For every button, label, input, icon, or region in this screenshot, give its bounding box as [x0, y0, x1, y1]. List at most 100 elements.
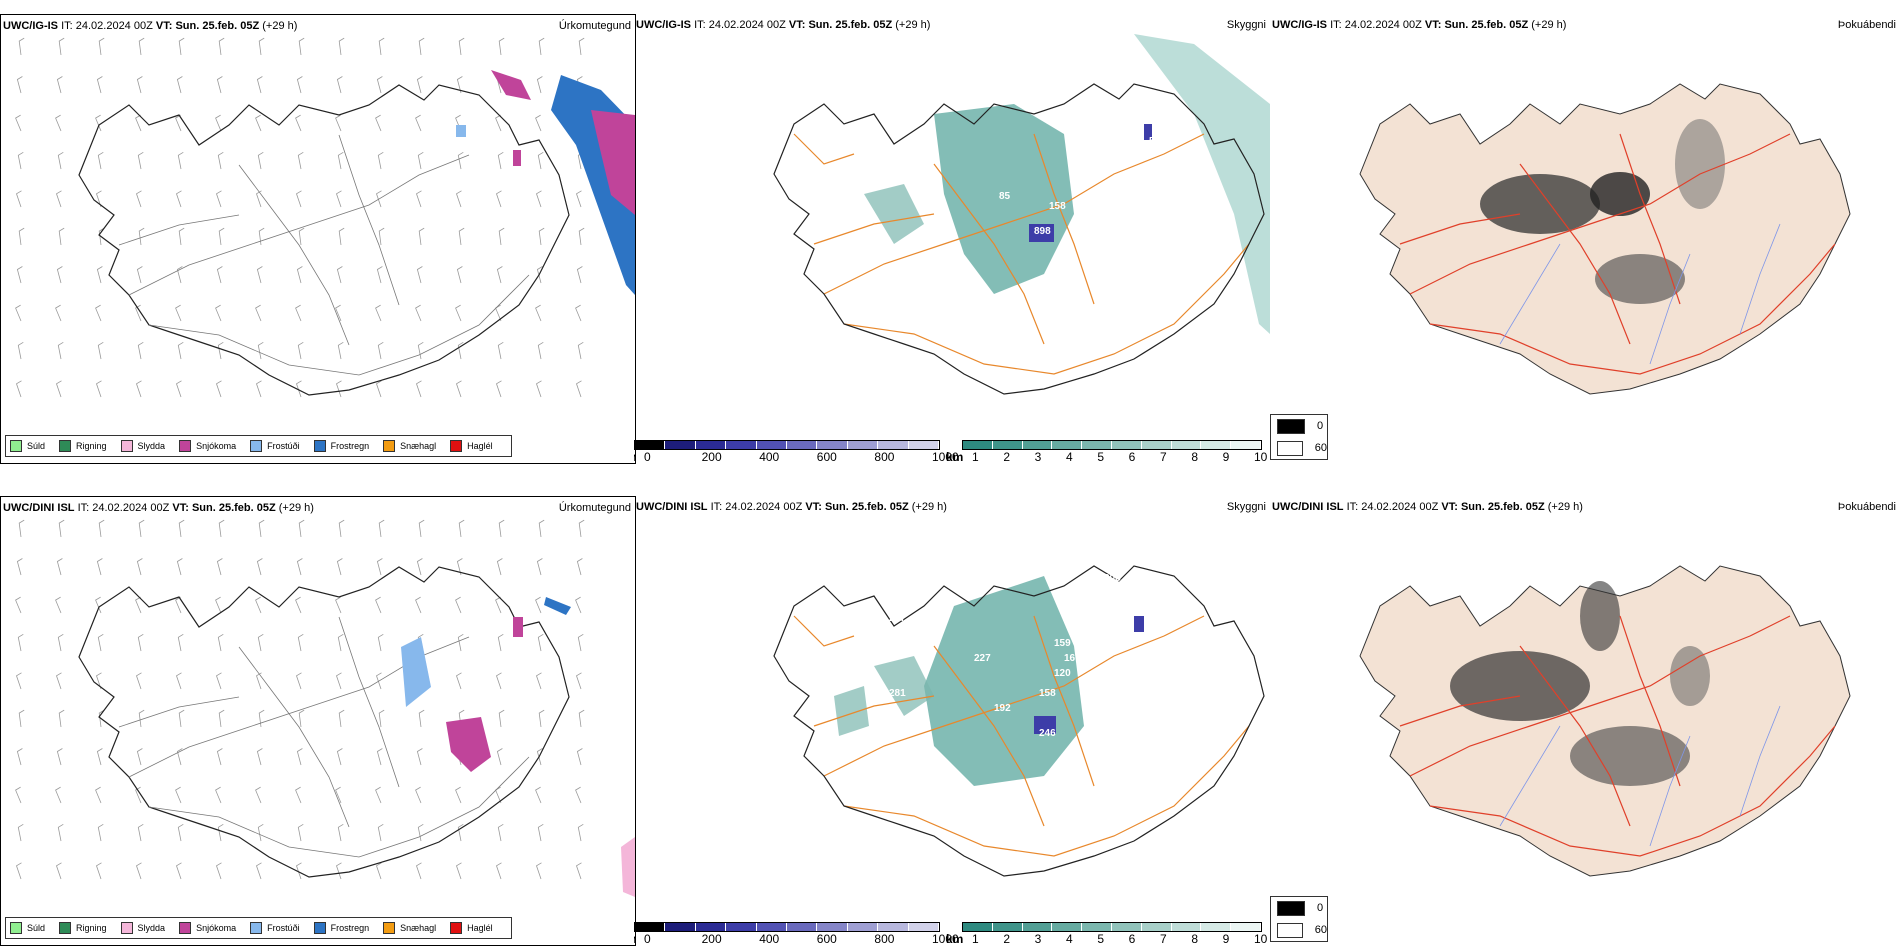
wind-barb [576, 266, 583, 284]
wind-barb [577, 823, 584, 842]
wind-barb [338, 519, 345, 538]
wind-barb [376, 748, 383, 766]
snjokoma-area [446, 717, 491, 772]
wind-barb [176, 190, 182, 208]
wind-barb [296, 672, 302, 690]
wind-barb [537, 823, 544, 842]
wind-barb [217, 151, 224, 170]
wind-barb [496, 672, 502, 690]
wind-barb [137, 341, 144, 360]
wind-barb [576, 558, 583, 576]
colorbar-tick-label: 1000 [932, 932, 959, 944]
visibility-value-label: 210 [1114, 688, 1131, 699]
legend-item: Súld [10, 922, 45, 934]
visibility-value-label: 192 [994, 703, 1011, 714]
wind-barb [255, 304, 262, 322]
legend-label: Rigning [76, 923, 107, 933]
visibility-value-label: 281 [889, 688, 906, 699]
wind-barb [256, 558, 263, 576]
colorbar-tick-label: 3 [1034, 450, 1042, 462]
colorbar-cell [1082, 923, 1112, 931]
visibility-value-label: 308 [1104, 573, 1121, 584]
legend-label: Frostúði [267, 441, 300, 451]
wind-barb [577, 341, 584, 360]
wind-barb [417, 341, 424, 360]
wind-barb [136, 266, 143, 284]
wind-barb [375, 596, 382, 614]
visibility-colorbar: km 1 2 3 4 5 6 7 8 9 10 [946, 440, 1267, 462]
visibility-value-label: 227 [974, 653, 991, 664]
wind-barb [376, 862, 382, 880]
wind-barb [296, 266, 303, 284]
colorbar-cell [992, 923, 1023, 931]
wind-barb [576, 862, 582, 880]
wind-barb [496, 380, 502, 398]
wind-barb [138, 519, 145, 538]
wind-barb [297, 341, 304, 360]
wind-barb [56, 266, 63, 284]
colorbar-cell [1171, 923, 1202, 931]
wind-barb [178, 227, 185, 246]
wind-barb [177, 341, 184, 360]
wind-barb [295, 596, 302, 614]
wind-barb [456, 266, 463, 284]
legend-item: Haglél [450, 440, 493, 452]
wind-barb [416, 190, 422, 208]
wind-barb [16, 380, 22, 398]
fog-legend: 0 60 [1270, 896, 1328, 942]
wind-barb [458, 37, 465, 56]
wind-barb [377, 633, 384, 652]
colorbar-tick-label: 1000 [932, 450, 959, 462]
colorbar-cell [963, 923, 993, 931]
wind-barb [56, 190, 62, 208]
legend-swatch [10, 922, 22, 934]
visibility-value-label: 57 [1154, 613, 1166, 624]
fog-legend-swatch [1277, 900, 1305, 916]
wind-barb [58, 227, 65, 246]
wind-barb [457, 151, 464, 170]
wind-barb [96, 76, 103, 94]
precip-map-svg [15, 519, 635, 897]
wind-barb [535, 596, 542, 614]
wind-barb [297, 823, 304, 842]
wind-barb [536, 190, 542, 208]
wind-barb [177, 151, 184, 170]
legend-item: Frostregn [313, 440, 370, 452]
low-height-patch-2 [1134, 616, 1144, 632]
wind-barb [255, 114, 262, 132]
visibility-value-label: 50 [1149, 136, 1161, 147]
wind-barb [96, 190, 102, 208]
visibility-labels: 181 70 85 158 898 22 144 50 [999, 116, 1161, 272]
visibility-area-2 [864, 184, 924, 244]
wind-barb [215, 304, 222, 322]
wind-barbs [15, 519, 585, 880]
wind-barb [376, 672, 382, 690]
wind-barb [178, 709, 185, 728]
wind-barb [216, 380, 222, 398]
fog-legend-label: 60 [1314, 442, 1327, 454]
wind-barb [298, 227, 305, 246]
wind-barb [256, 380, 262, 398]
colorbar-cell [908, 441, 940, 449]
wind-barb [375, 786, 382, 804]
wind-barb [377, 341, 384, 360]
precip-legend: Súld Rigning Slydda Snjókoma Frostúði Frostre… [5, 917, 512, 939]
wind-barb [457, 341, 464, 360]
visibility-value-label: 70 [1114, 156, 1126, 167]
wind-barb [97, 633, 104, 652]
legend-label: Frostregn [330, 441, 370, 451]
fog-legend-label: 0 [1317, 420, 1324, 432]
wind-barb [378, 37, 385, 56]
legend-item: Snæhagl [383, 922, 436, 934]
wind-barb [136, 76, 143, 94]
wind-barb [16, 558, 23, 576]
colorbar-tick-label: 2 [1003, 450, 1011, 462]
visibility-value-label: 898 [1034, 226, 1051, 237]
fog-patch [1590, 172, 1650, 216]
fog-legend-row: 60 [1271, 437, 1327, 459]
wind-barb [418, 519, 425, 538]
wind-barb [376, 380, 382, 398]
wind-barb [416, 862, 422, 880]
legend-label: Snæhagl [400, 923, 437, 933]
colorbar-cell [1052, 923, 1083, 931]
